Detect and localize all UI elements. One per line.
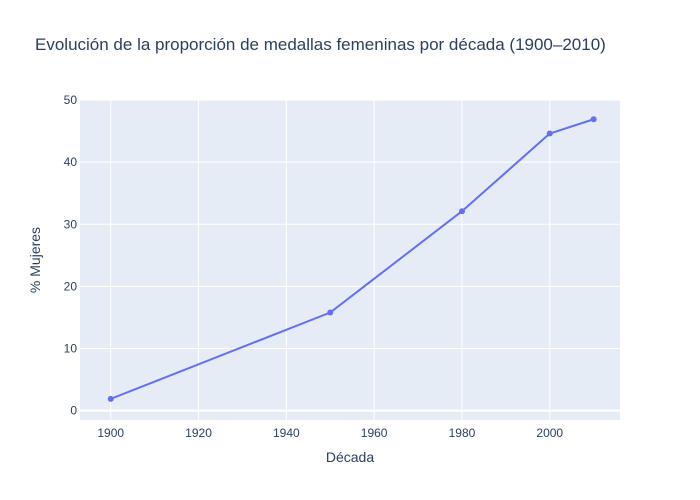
- y-axis-ticks: 0 10 20 30 40 50: [64, 93, 78, 418]
- x-tick-label: 1980: [449, 426, 476, 440]
- y-tick-label: 20: [64, 279, 78, 293]
- y-tick-label: 40: [64, 155, 78, 169]
- data-point: [546, 130, 553, 137]
- data-point: [590, 116, 597, 123]
- y-tick-label: 50: [64, 93, 78, 107]
- plot-area: [80, 100, 620, 420]
- x-tick-label: 1900: [97, 426, 124, 440]
- x-tick-label: 1960: [361, 426, 388, 440]
- x-tick-label: 1920: [185, 426, 212, 440]
- y-tick-label: 0: [70, 404, 77, 418]
- x-gridlines: [110, 100, 551, 420]
- series-layer: [107, 116, 597, 402]
- data-point: [327, 309, 334, 316]
- data-point: [107, 395, 114, 402]
- y-tick-label: 10: [64, 342, 78, 356]
- y-tick-label: 30: [64, 217, 78, 231]
- y-axis-title: % Mujeres: [27, 227, 43, 293]
- chart-title: Evolución de la proporción de medallas f…: [35, 35, 606, 54]
- x-axis-title: Década: [326, 449, 374, 465]
- x-axis-ticks: 1900 1920 1940 1960 1980 2000: [97, 426, 563, 440]
- x-tick-label: 1940: [273, 426, 300, 440]
- y-gridlines: [80, 99, 620, 412]
- data-point: [458, 208, 465, 215]
- x-tick-label: 2000: [536, 426, 563, 440]
